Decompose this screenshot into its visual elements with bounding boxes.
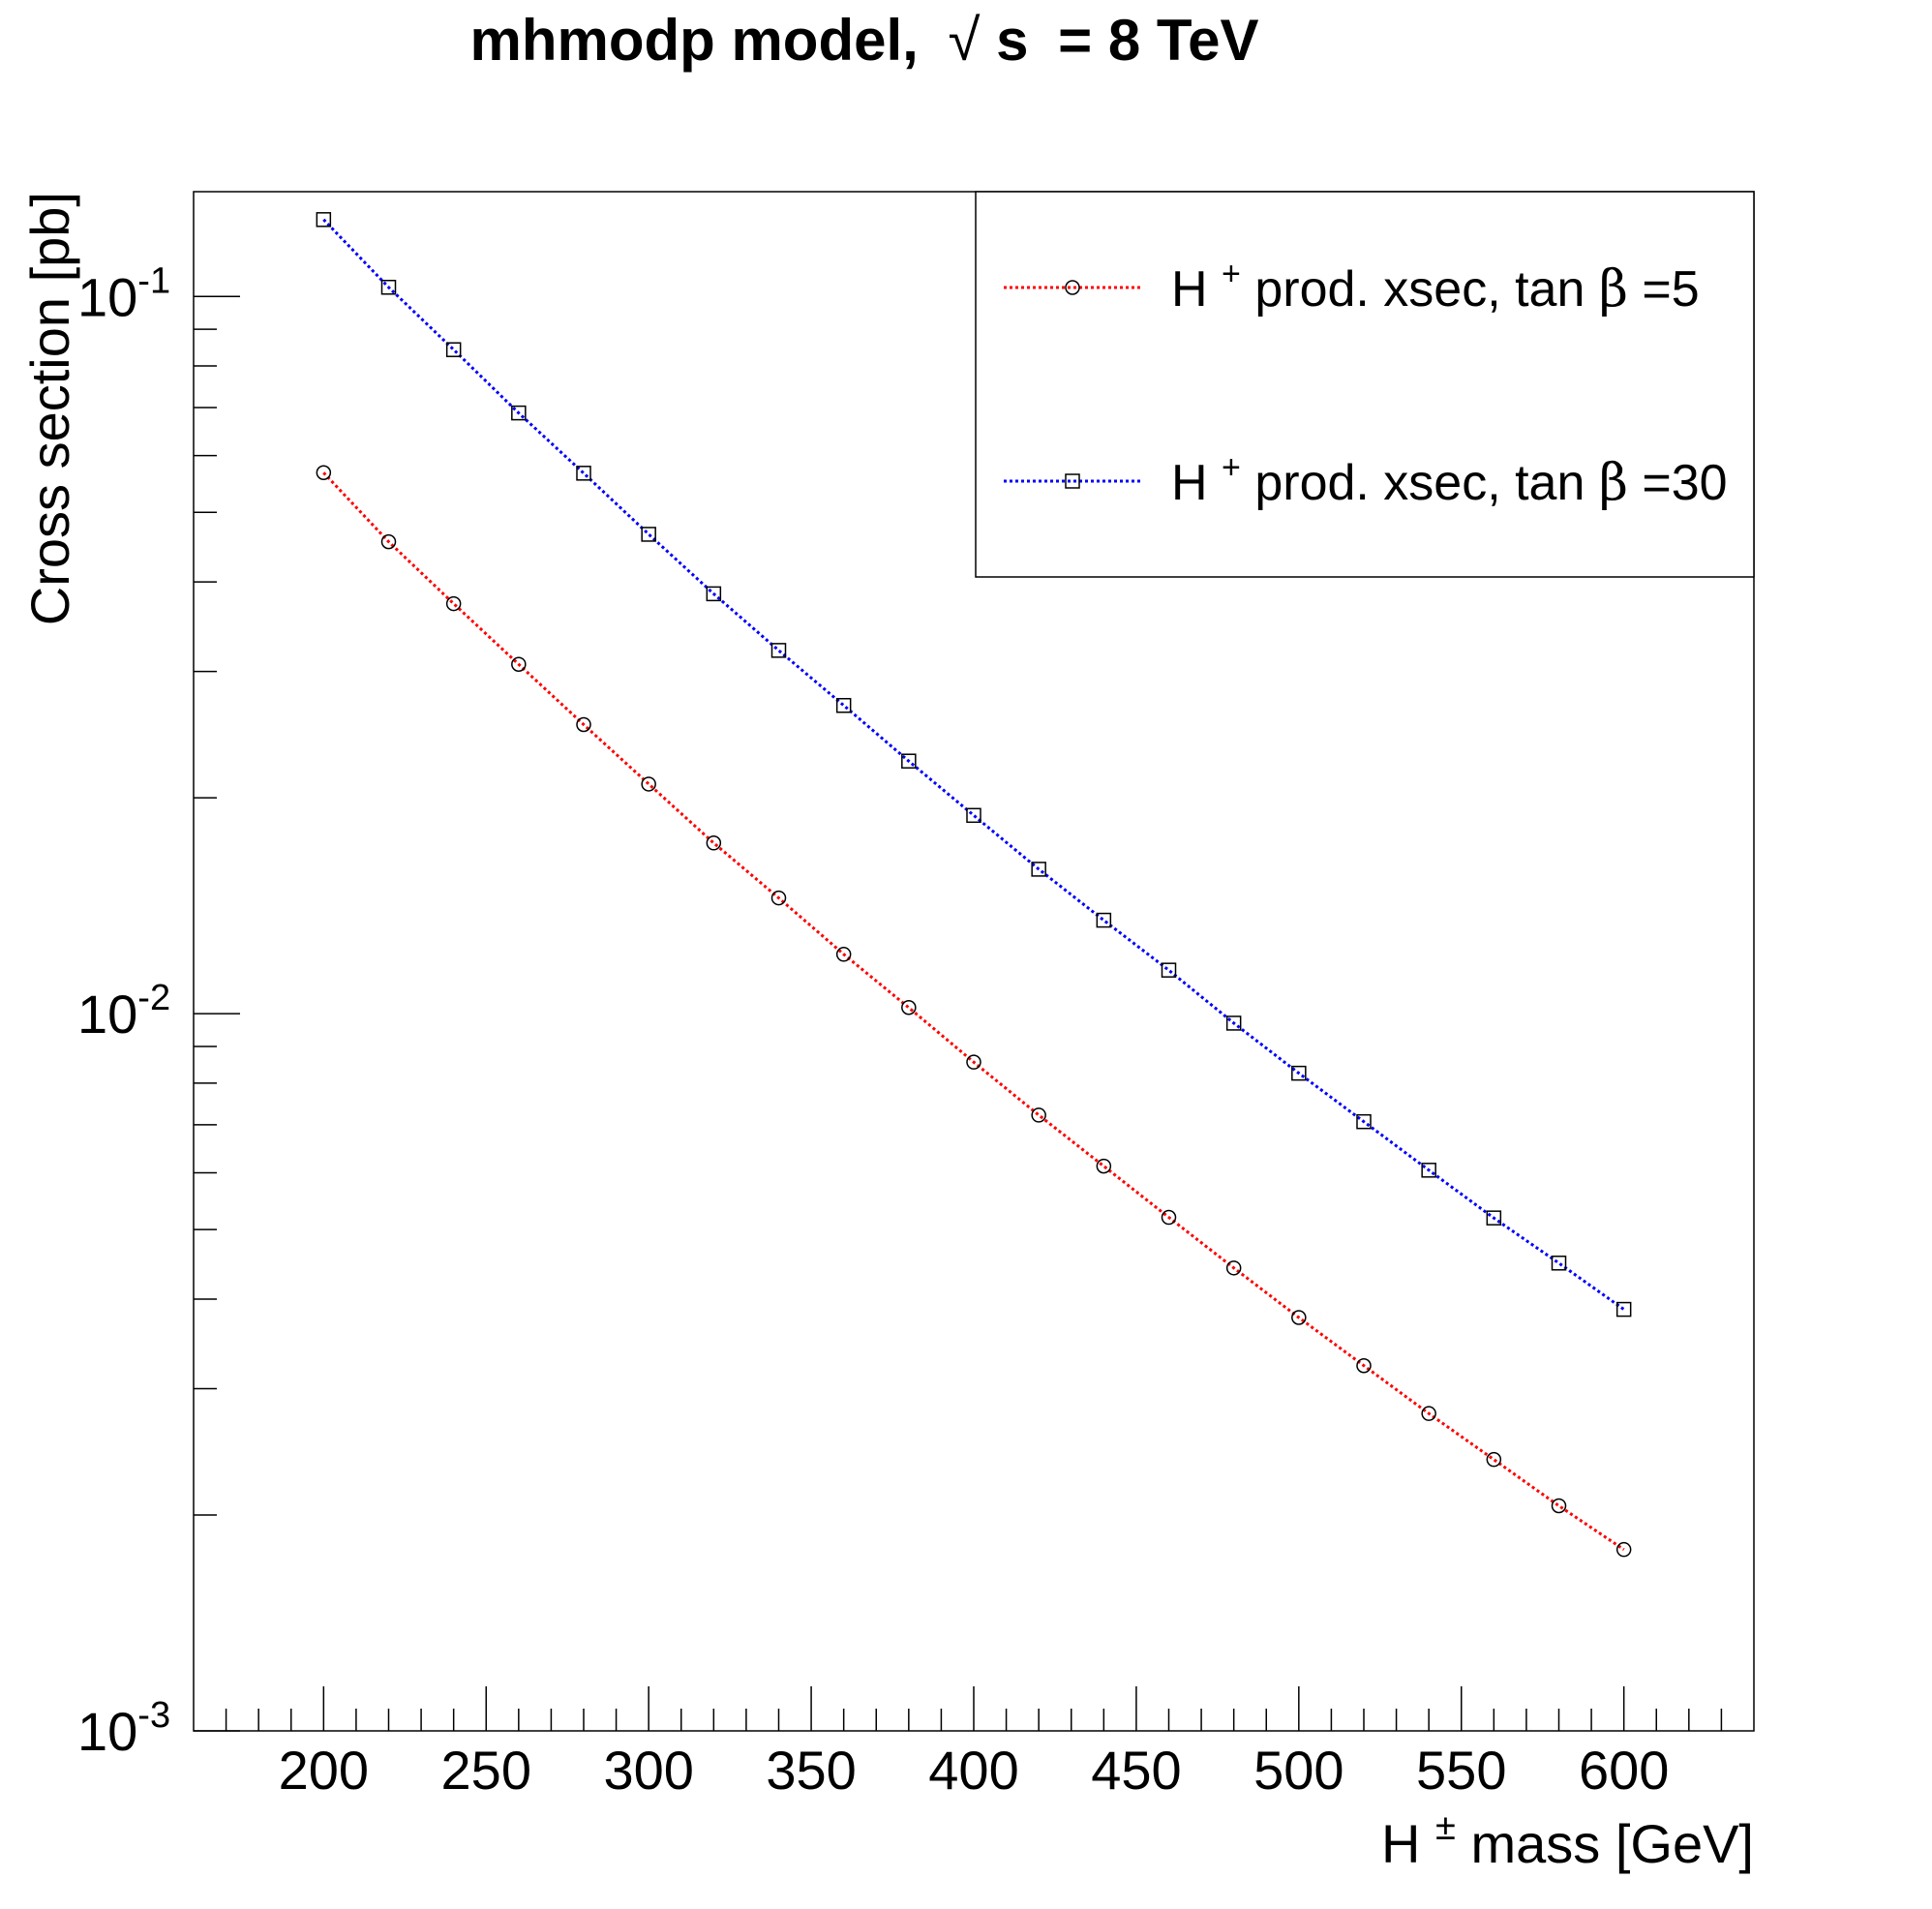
y-axis: 10-310-210-1: [77, 260, 240, 1762]
chart-title: mhmodp model, √ s = 8 TeV: [469, 8, 1258, 73]
legend-label-tanb5-sup: +: [1222, 256, 1241, 292]
legend-marker-circle-icon: [1065, 280, 1080, 295]
legend: H + prod. xsec, tan β =5 H + prod. xsec,…: [975, 191, 1755, 578]
data-point-square: [445, 342, 462, 357]
chart-title-prefix: mhmodp model,: [469, 8, 918, 73]
data-point-square: [1225, 1015, 1242, 1031]
data-point-square: [966, 807, 981, 824]
legend-label-tanb30-main: H: [1171, 455, 1208, 511]
data-point-square: [1356, 1113, 1372, 1130]
data-point-square: [1615, 1301, 1632, 1318]
x-axis-label-sup: ±: [1435, 1807, 1456, 1848]
y-axis-label: Cross section [pb]: [19, 192, 80, 625]
legend-label-tanb5-greek: β: [1599, 260, 1628, 318]
series-1: [316, 212, 1632, 1318]
data-point-circle: [1421, 1406, 1436, 1421]
data-point-square: [706, 586, 722, 602]
x-axis-label-main: H: [1381, 1813, 1420, 1874]
legend-label-tanb30-greek: β: [1599, 454, 1628, 512]
data-point-circle: [1291, 1310, 1307, 1325]
data-point-square: [1421, 1163, 1436, 1178]
data-point-circle: [511, 656, 527, 672]
data-point-square: [511, 405, 527, 421]
legend-label-tanb5-end: =5: [1642, 261, 1699, 318]
data-point-circle: [576, 716, 591, 733]
plot-series: [316, 212, 1632, 1558]
data-point-square: [316, 212, 332, 227]
legend-box: [975, 191, 1755, 578]
data-point-square: [901, 753, 917, 769]
data-point-circle: [641, 776, 656, 792]
data-point-circle: [966, 1054, 981, 1070]
data-point-square: [1486, 1210, 1502, 1226]
data-point-square: [1551, 1256, 1567, 1271]
x-tick-label: 300: [603, 1740, 693, 1801]
y-tick-label-exponent: -1: [137, 260, 170, 301]
legend-label-tanb30-sup: +: [1222, 449, 1241, 486]
x-tick-label: 550: [1416, 1740, 1506, 1801]
legend-label-tanb5-rest: prod. xsec, tan: [1254, 261, 1585, 318]
data-point-circle: [1225, 1260, 1242, 1276]
series-line: [322, 218, 1625, 1311]
x-tick-label: 400: [928, 1740, 1018, 1801]
data-point-circle: [1551, 1498, 1567, 1514]
data-point-square: [1031, 862, 1046, 877]
y-tick-label-exponent: -3: [137, 1695, 170, 1736]
legend-marker-square-icon: [1065, 473, 1080, 489]
y-tick-label-base: 10: [77, 984, 137, 1045]
chart-title-suffix: = 8 TeV: [1058, 8, 1258, 73]
x-tick-label: 350: [766, 1740, 856, 1801]
series-line: [322, 471, 1625, 1551]
legend-label-tanb30-rest: prod. xsec, tan: [1254, 455, 1585, 511]
data-point-circle: [1356, 1357, 1372, 1374]
data-point-square: [770, 643, 787, 658]
legend-label-tanb30-end: =30: [1642, 455, 1727, 511]
x-tick-label: 450: [1091, 1740, 1181, 1801]
data-point-circle: [380, 533, 397, 550]
legend-label-tanb5-main: H: [1171, 261, 1208, 318]
legend-label-tanb30: H + prod. xsec, tan β =30: [1171, 434, 1728, 512]
data-point-square: [576, 466, 591, 481]
data-point-square: [380, 280, 397, 295]
y-tick-label: 10-1: [77, 260, 170, 327]
x-tick-label: 500: [1253, 1740, 1343, 1801]
y-tick-label-base: 10: [77, 266, 137, 327]
x-axis-label-rest: mass [GeV]: [1470, 1813, 1754, 1874]
y-tick-label-base: 10: [77, 1701, 137, 1762]
data-point-square: [1291, 1065, 1307, 1081]
data-point-square: [641, 527, 656, 542]
data-point-circle: [835, 947, 852, 962]
x-tick-label: 200: [279, 1740, 369, 1801]
legend-label-tanb5: H + prod. xsec, tan β =5: [1171, 240, 1700, 318]
data-point-square: [835, 697, 852, 713]
data-point-circle: [770, 890, 787, 906]
x-axis-label: H ± mass [GeV]: [1381, 1790, 1754, 1874]
x-tick-label: 250: [441, 1740, 531, 1801]
data-point-circle: [1031, 1107, 1046, 1123]
y-tick-label: 10-3: [77, 1695, 170, 1762]
chart-title-radicand: s: [996, 8, 1028, 73]
y-tick-label: 10-2: [77, 978, 170, 1045]
data-point-circle: [1096, 1158, 1112, 1174]
x-axis: 200 250 300 350 400 450 500 550 600: [225, 1686, 1723, 1801]
data-point-circle: [706, 835, 722, 851]
data-point-square: [1161, 962, 1177, 978]
x-tick-label: 600: [1579, 1740, 1669, 1801]
series-0: [316, 465, 1632, 1558]
data-point-circle: [1486, 1451, 1502, 1468]
y-tick-label-exponent: -2: [137, 978, 170, 1018]
data-point-circle: [445, 595, 462, 612]
data-point-circle: [316, 465, 332, 481]
data-point-square: [1096, 912, 1112, 928]
data-point-circle: [901, 1000, 917, 1015]
data-point-circle: [1161, 1209, 1177, 1226]
data-point-circle: [1615, 1541, 1632, 1558]
chart-title-radical: √: [949, 8, 981, 73]
